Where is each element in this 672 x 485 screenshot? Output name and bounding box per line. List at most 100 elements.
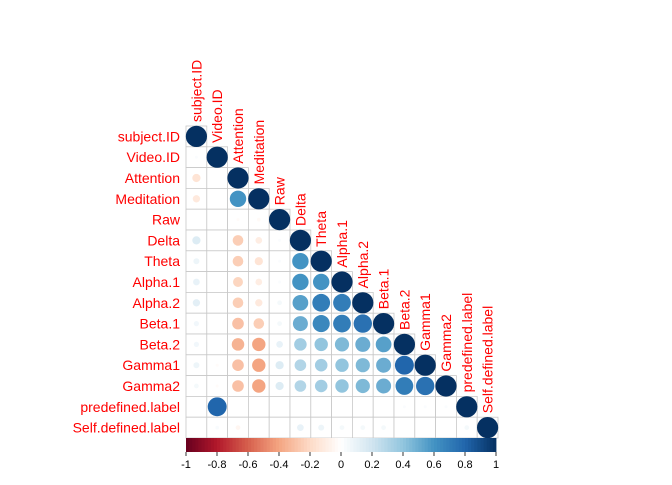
corr-circle-Raw-Raw (269, 209, 291, 231)
colorbar-segment (458, 438, 463, 452)
colorbar-tick-label-4: -0.2 (301, 459, 320, 471)
corr-circle-Gamma1-Alpha.2 (355, 358, 370, 373)
cell-Raw-subject.ID (185, 208, 208, 231)
corr-circle-Alpha.1-subject.ID (193, 278, 200, 286)
corr-circle-Alpha.2-Attention (232, 297, 244, 309)
colorbar-segment (427, 438, 432, 452)
corr-circle-Self.defined.label-Theta (318, 424, 325, 431)
corr-circle-Gamma2-subject.ID (194, 383, 199, 389)
corr-circle-Beta.2-Attention (231, 338, 245, 351)
colorbar-segment (244, 438, 249, 452)
colorbar-segment (461, 438, 466, 452)
corr-circle-Self.defined.label-predefined.label (464, 425, 470, 430)
corr-circle-Gamma1-Video.ID (215, 363, 219, 367)
colorbar-segment (260, 438, 264, 452)
col-label-Beta.1: Beta.1 (376, 269, 392, 310)
colorbar-segment (368, 438, 373, 452)
corr-circle-Self.defined.label-Self.defined.label (477, 417, 499, 439)
corr-circle-Alpha.2-Meditation (255, 299, 263, 307)
colorbar-segment (248, 438, 252, 452)
corr-circle-Attention-Attention (227, 167, 249, 189)
colorbar-segment (294, 438, 298, 452)
colorbar-segment (468, 438, 472, 452)
cell-Attention-Video.ID (206, 167, 229, 189)
corr-circle-Alpha.1-Raw (278, 280, 282, 284)
row-label-Alpha.2: Alpha.2 (133, 295, 181, 311)
colorbar-segment (418, 438, 422, 452)
corr-circle-Beta.2-Delta (294, 338, 307, 351)
corr-circle-Beta.1-Alpha.2 (353, 314, 372, 333)
colorbar-segment (446, 438, 450, 452)
colorbar-segment (269, 438, 274, 452)
colorbar-segment (347, 438, 351, 452)
col-label-Delta: Delta (292, 193, 308, 226)
corr-circle-Self.defined.label-Delta (297, 424, 304, 431)
colorbar-tick-label-9: 0.8 (457, 459, 472, 471)
corr-circle-Theta-Theta (310, 250, 332, 272)
corr-circle-Gamma2-Gamma2 (435, 375, 457, 397)
colorbar-tick-label-6: 0.2 (364, 459, 379, 471)
corr-circle-Delta-Meditation (255, 237, 263, 244)
corr-circle-Theta-Meditation (254, 257, 263, 266)
cell-predefined.label-Beta.1 (372, 395, 395, 418)
colorbar-segment (399, 438, 404, 452)
colorbar-segment (210, 438, 215, 452)
colorbar-segment (303, 438, 308, 452)
colorbar-segment (337, 438, 342, 452)
corr-circle-Gamma1-subject.ID (193, 362, 200, 369)
corr-circle-Gamma1-Meditation (252, 358, 266, 372)
cell-predefined.label-Raw (268, 395, 291, 418)
colorbar-segment (381, 438, 385, 452)
colorbar-segment (452, 438, 457, 452)
colorbar-segment (220, 438, 224, 452)
colorbar-segment (465, 438, 469, 452)
corr-circle-Self.defined.label-Alpha.1 (339, 425, 345, 430)
corr-circle-Gamma1-Alpha.1 (335, 358, 349, 372)
cell-predefined.label-Meditation (247, 395, 270, 418)
colorbar-segment (291, 438, 295, 452)
corr-circle-Delta-subject.ID (192, 236, 201, 245)
colorbar-segment (359, 438, 364, 452)
corr-circle-Beta.1-Beta.1 (373, 313, 395, 335)
cell-Self.defined.label-subject.ID (185, 416, 208, 439)
colorbar-segment (254, 438, 258, 452)
colorbar-segment (275, 438, 280, 452)
corr-circle-Alpha.1-Delta (292, 273, 309, 291)
colorbar-segment (189, 438, 193, 452)
cell-Alpha.2-Video.ID (206, 291, 229, 314)
colorbar-segment (313, 438, 317, 452)
colorbar-segment (325, 438, 329, 452)
corr-circle-Beta.2-Alpha.2 (355, 336, 371, 352)
colorbar-segment (477, 438, 481, 452)
col-label-predefined.label: predefined.label (459, 293, 475, 393)
colorbar-segment (486, 438, 491, 452)
cell-Raw-Video.ID (206, 208, 229, 231)
colorbar-segment (437, 438, 441, 452)
corr-circle-Meditation-Attention (229, 190, 247, 208)
row-label-Meditation: Meditation (115, 191, 180, 207)
colorbar-segment (372, 438, 376, 452)
corr-circle-Gamma2-Delta (294, 380, 307, 392)
row-label-Beta.2: Beta.2 (140, 336, 181, 352)
colorbar-segment (297, 438, 302, 452)
colorbar-segment (344, 438, 348, 452)
colorbar-tick-label-1: -0.8 (208, 459, 227, 471)
colorbar-segment (415, 438, 419, 452)
corr-circle-Beta.2-Alpha.1 (334, 337, 350, 352)
colorbar-segment (365, 438, 370, 452)
column-labels: subject.ID Video.ID Attention Meditation Raw… (188, 60, 495, 413)
corr-circle-subject.ID-subject.ID (185, 125, 207, 147)
colorbar-segment (238, 438, 243, 452)
colorbar-segment (207, 438, 212, 452)
corr-circle-Alpha.2-subject.ID (192, 299, 201, 307)
corr-circle-predefined.label-Video.ID (207, 397, 227, 417)
colorbar-segment (384, 438, 388, 452)
colorbar-segment (195, 438, 199, 452)
corr-circle-Beta.1-Delta (292, 316, 308, 332)
corr-circle-Gamma1-Theta (314, 358, 328, 372)
colorbar-tick-label-5: 0 (338, 459, 344, 471)
corr-circle-predefined.label-Gamma2 (444, 405, 448, 409)
corr-circle-Beta.1-Raw (277, 321, 282, 326)
cell-predefined.label-Alpha.2 (351, 395, 374, 418)
